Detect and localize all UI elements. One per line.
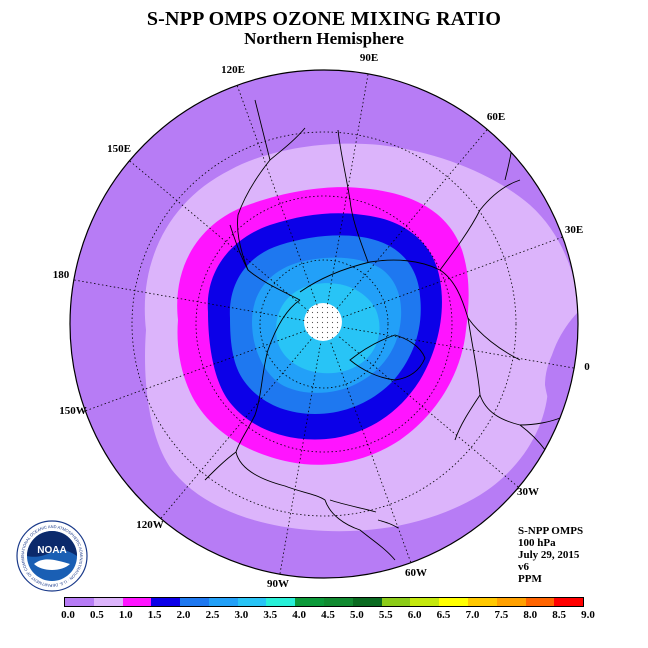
colorbar-segment (208, 598, 238, 606)
longitude-line (73, 279, 305, 321)
noaa-logo: NOAA NATIONAL OCEANIC AND ATMOSPHERIC AD… (16, 520, 88, 592)
colorbar-tick-label: 5.0 (350, 609, 364, 621)
lon-label-60E: 60E (487, 111, 505, 123)
longitude-line (343, 327, 575, 369)
longitude-line (330, 342, 412, 563)
info-units: PPM (518, 573, 542, 585)
logo-text: NOAA (37, 545, 66, 556)
colorbar-segment (410, 598, 440, 606)
map-title: S-NPP OMPS OZONE MIXING RATIO (146, 8, 502, 30)
colorbar-tick-label: 6.5 (436, 609, 451, 621)
colorbar-tick-label: 0.0 (61, 609, 75, 621)
colorbar-tick-label: 7.0 (465, 609, 480, 621)
lon-label-180: 180 (53, 269, 70, 281)
lon-label-90W: 90W (267, 578, 289, 590)
info-instrument: S-NPP OMPS (518, 525, 584, 537)
map-border (69, 69, 579, 579)
colorbar-tick-label: 1.0 (118, 609, 133, 621)
colorbar-tick-label: 3.5 (263, 609, 278, 621)
colorbar-segment (266, 598, 296, 606)
lon-label-150W: 150W (59, 405, 87, 417)
lon-label-0: 0 (584, 361, 590, 373)
colorbar-segment (65, 598, 94, 606)
lon-label-90E: 90E (360, 52, 378, 64)
lon-label-60W: 60W (405, 567, 427, 579)
colorbar-segment (151, 598, 181, 606)
longitude-line (336, 129, 488, 309)
colorbar (64, 597, 584, 607)
colorbar-segment (324, 598, 353, 606)
longitude-line (342, 236, 563, 318)
info-block: S-NPP OMPS 100 hPa July 29, 2015 v6 PPM (518, 525, 583, 585)
lon-label-120E: 120E (221, 64, 245, 76)
colorbar-tick-label: 8.5 (552, 609, 566, 621)
colorbar-tick-label: 6.0 (407, 609, 422, 621)
longitude-line (129, 160, 309, 312)
colorbar-tick-label: 9.0 (581, 609, 595, 621)
colorbar-segment (381, 598, 411, 606)
colorbar-tick-label: 7.5 (494, 609, 509, 621)
colorbar-tick-label: 8.0 (523, 609, 538, 621)
longitude-line (160, 339, 312, 519)
colorbar-segment (467, 598, 497, 606)
lon-label-150E: 150E (107, 143, 131, 155)
colorbar-segment (122, 598, 152, 606)
colorbar-segment (496, 598, 526, 606)
colorbar-segment (352, 598, 382, 606)
colorbar-tick-label: 4.5 (321, 609, 335, 621)
colorbar-tick-label: 3.0 (234, 609, 249, 621)
colorbar-tick-label: 4.0 (292, 609, 306, 621)
colorbar-tick-label: 2.5 (205, 609, 220, 621)
longitude-lines (73, 73, 575, 575)
colorbar-ticks: 0.0 0.5 1.0 1.5 2.0 2.5 3.0 3.5 4.0 4.5 5.0 5.5 6.0 6… (0, 609, 648, 623)
colorbar-tick-label: 5.5 (378, 609, 393, 621)
colorbar-segment (180, 598, 209, 606)
colorbar-segment (554, 598, 584, 606)
lon-label-30W: 30W (517, 486, 539, 498)
latitude-circles (131, 131, 517, 517)
info-level: 100 hPa (518, 537, 556, 549)
longitude-line (85, 330, 306, 412)
colorbar-segment (237, 598, 267, 606)
info-version: v6 (518, 561, 529, 573)
lon-label-30E: 30E (565, 224, 583, 236)
longitude-line (327, 73, 369, 305)
colorbar-segment (93, 598, 123, 606)
colorbar-tick-label: 1.5 (147, 609, 162, 621)
colorbar-segment (439, 598, 468, 606)
info-date: July 29, 2015 (518, 549, 580, 561)
longitude-line (339, 336, 519, 488)
map-subtitle: Northern Hemisphere (244, 29, 404, 48)
lon-label-120W: 120W (136, 519, 164, 531)
longitude-line (236, 85, 318, 306)
colorbar-segment (295, 598, 325, 606)
colorbar-tick-label: 0.5 (90, 609, 104, 621)
colorbar-segment (525, 598, 555, 606)
missing-data-cap (304, 303, 342, 341)
colorbar-tick-label: 2.0 (176, 609, 191, 621)
contour-fill (70, 70, 578, 578)
longitude-line (279, 343, 321, 575)
